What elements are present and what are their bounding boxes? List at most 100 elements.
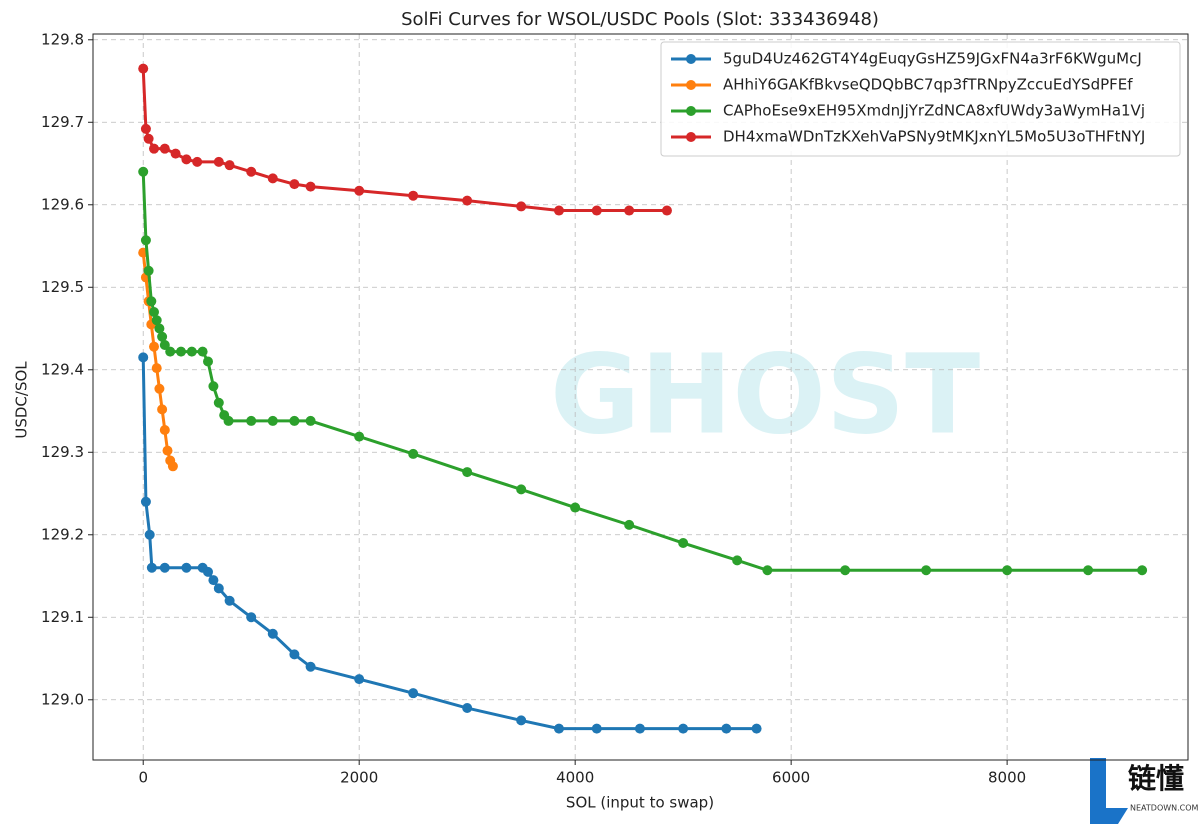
data-point	[1137, 565, 1148, 576]
y-tick-label: 129.4	[41, 360, 84, 378]
data-point	[840, 565, 851, 576]
legend-label: CAPhoEse9xEH95XmdnJjYrZdNCA8xfUWdy3aWymH…	[723, 102, 1145, 120]
data-point	[624, 519, 635, 530]
chart-title: SolFi Curves for WSOL/USDC Pools (Slot: …	[401, 9, 879, 30]
y-tick-label: 129.3	[41, 443, 84, 461]
legend-marker	[686, 80, 696, 90]
data-point	[149, 307, 160, 318]
legend-label: AHhiY6GAKfBkvseQDQbBC7qp3fTRNpyZccuEdYSd…	[723, 76, 1133, 94]
data-point	[624, 205, 635, 216]
data-point	[289, 415, 300, 426]
x-tick-label: 2000	[340, 769, 378, 787]
y-tick-label: 129.7	[41, 113, 84, 131]
data-point	[305, 661, 316, 672]
data-point	[176, 346, 187, 357]
data-point	[462, 703, 473, 714]
data-point	[751, 723, 762, 734]
badge-site: NEATDOWN.COM	[1130, 804, 1199, 813]
data-point	[721, 723, 732, 734]
data-point	[1083, 565, 1094, 576]
data-point	[149, 341, 160, 352]
data-point	[159, 143, 170, 154]
data-point	[203, 356, 214, 367]
data-point	[159, 562, 170, 573]
data-point	[140, 123, 151, 134]
data-point	[354, 185, 365, 196]
data-point	[289, 649, 300, 660]
data-point	[223, 415, 234, 426]
data-point	[197, 346, 208, 357]
data-point	[305, 415, 316, 426]
data-point	[462, 467, 473, 478]
plot-frame	[92, 33, 1189, 761]
y-tick-label: 129.2	[41, 525, 84, 543]
data-point	[159, 340, 170, 351]
y-tick-label: 129.8	[41, 30, 84, 48]
data-point	[289, 179, 300, 190]
x-tick-label: 8000	[988, 769, 1026, 787]
data-point	[149, 143, 160, 154]
data-point	[213, 583, 224, 594]
data-point	[267, 415, 278, 426]
badge: 链懂 NEATDOWN.COM	[1085, 755, 1200, 825]
data-point	[553, 205, 564, 216]
legend-label: 5guD4Uz462GT4Y4gEuqyGsHZ59JGxFN4a3rF6KWg…	[723, 50, 1142, 68]
data-point	[516, 715, 527, 726]
data-point	[661, 205, 672, 216]
data-point	[138, 63, 149, 74]
data-point	[408, 688, 419, 699]
data-point	[138, 166, 149, 177]
data-point	[591, 205, 602, 216]
data-point	[678, 538, 689, 549]
data-point	[192, 156, 203, 167]
data-point	[246, 612, 257, 623]
data-point	[208, 575, 219, 586]
badge-logo	[1090, 758, 1128, 824]
legend-box	[660, 41, 1181, 157]
data-point	[157, 331, 168, 342]
data-point	[591, 723, 602, 734]
data-point	[267, 628, 278, 639]
data-point	[354, 431, 365, 442]
data-point	[224, 160, 235, 171]
data-point	[305, 181, 316, 192]
data-point	[516, 201, 527, 212]
series-line	[141, 68, 667, 213]
y-tick-label: 129.0	[41, 690, 84, 708]
data-point	[146, 296, 157, 307]
x-tick-label: 0	[138, 769, 148, 787]
data-point	[634, 723, 645, 734]
legend-marker	[686, 132, 696, 142]
legend-marker	[686, 106, 696, 116]
watermark: GHOST	[550, 330, 980, 458]
legend-marker	[686, 54, 696, 64]
x-axis-label: SOL (input to swap)	[566, 794, 714, 812]
data-point	[181, 154, 192, 165]
data-point	[159, 425, 170, 435]
y-tick-label: 129.1	[41, 608, 84, 626]
legend-label: DH4xmaWDnTzKXehVaPSNy9tMKJxnYL5Mo5U3oTHF…	[723, 128, 1145, 146]
y-axis-label: USDC/SOL	[13, 361, 31, 439]
data-point	[462, 195, 473, 206]
data-point	[354, 674, 365, 685]
data-point	[678, 723, 689, 734]
data-point	[144, 529, 155, 540]
data-point	[151, 363, 162, 374]
badge-text: 链懂	[1128, 762, 1184, 795]
data-point	[162, 445, 173, 456]
data-point	[203, 566, 214, 577]
data-point	[165, 346, 176, 357]
data-point	[246, 415, 257, 426]
data-point	[246, 166, 257, 177]
data-point	[138, 352, 149, 363]
data-point	[553, 723, 564, 734]
data-point	[408, 190, 419, 201]
data-point	[143, 133, 154, 144]
data-point	[140, 496, 151, 507]
data-point	[570, 502, 581, 513]
data-point	[181, 562, 192, 573]
x-tick-label: 4000	[556, 769, 594, 787]
data-point	[213, 397, 224, 408]
data-point	[157, 404, 168, 415]
